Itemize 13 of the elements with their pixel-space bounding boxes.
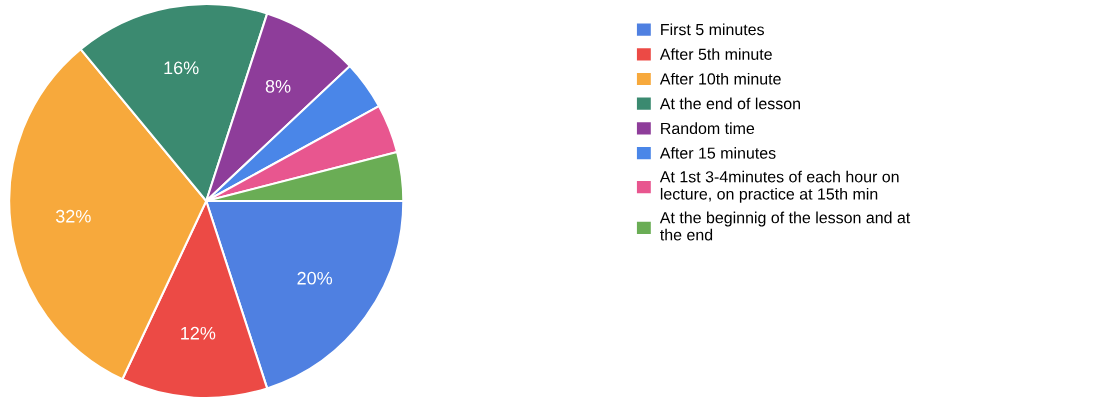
legend-label: First 5 minutes [661,23,764,36]
legend-label: After 15 minutes [659,147,776,159]
legend-label: After 5th minute [659,48,772,60]
data-label: 16% [164,61,199,75]
legend-label: Random time [661,122,755,135]
legend-label: At the beginnig of the lesson and at the end [659,211,911,241]
data-label: 8% [265,79,291,93]
legend-label: At 1st 3-4minutes of each hour on lecture, on practice at 15th min [659,170,899,203]
legend-label: At the end of lesson [659,97,800,110]
data-label: 20% [297,271,333,285]
data-label: 32% [55,209,91,223]
legend-label: After 10th minute [659,72,781,85]
data-label: 12% [181,326,216,340]
